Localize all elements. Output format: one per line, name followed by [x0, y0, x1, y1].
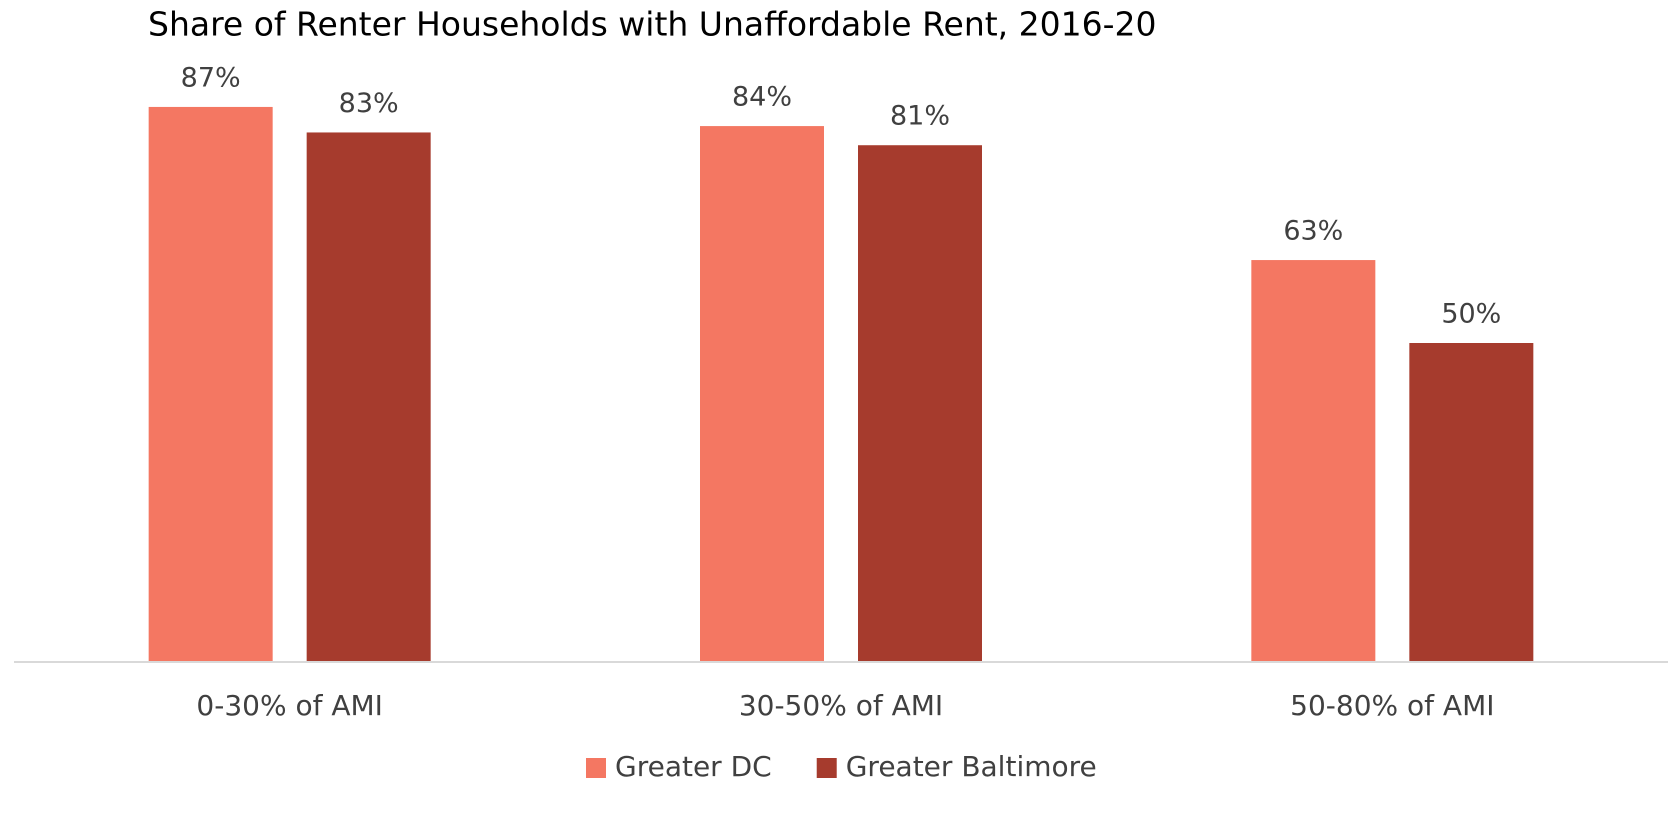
data-label: 83% [339, 88, 399, 119]
data-label: 84% [732, 82, 792, 113]
data-label: 50% [1441, 299, 1501, 330]
bar [1409, 343, 1534, 662]
x-tick-label: 0-30% of AMI [196, 689, 383, 722]
bar [1251, 260, 1376, 662]
legend-swatch [816, 758, 837, 778]
data-label: 87% [181, 62, 241, 93]
x-tick-label: 50-80% of AMI [1290, 689, 1494, 722]
x-tick-label: 30-50% of AMI [739, 689, 943, 722]
legend-label: Greater Baltimore [846, 750, 1097, 783]
bar [858, 145, 982, 663]
legend-swatch [586, 758, 606, 778]
data-label: 81% [890, 101, 950, 132]
bar [700, 126, 824, 662]
chart-title: Share of Renter Households with Unafford… [148, 5, 1157, 44]
data-label: 63% [1283, 216, 1343, 247]
bar [148, 106, 273, 662]
bar [306, 132, 431, 662]
legend-label: Greater DC [615, 750, 772, 783]
